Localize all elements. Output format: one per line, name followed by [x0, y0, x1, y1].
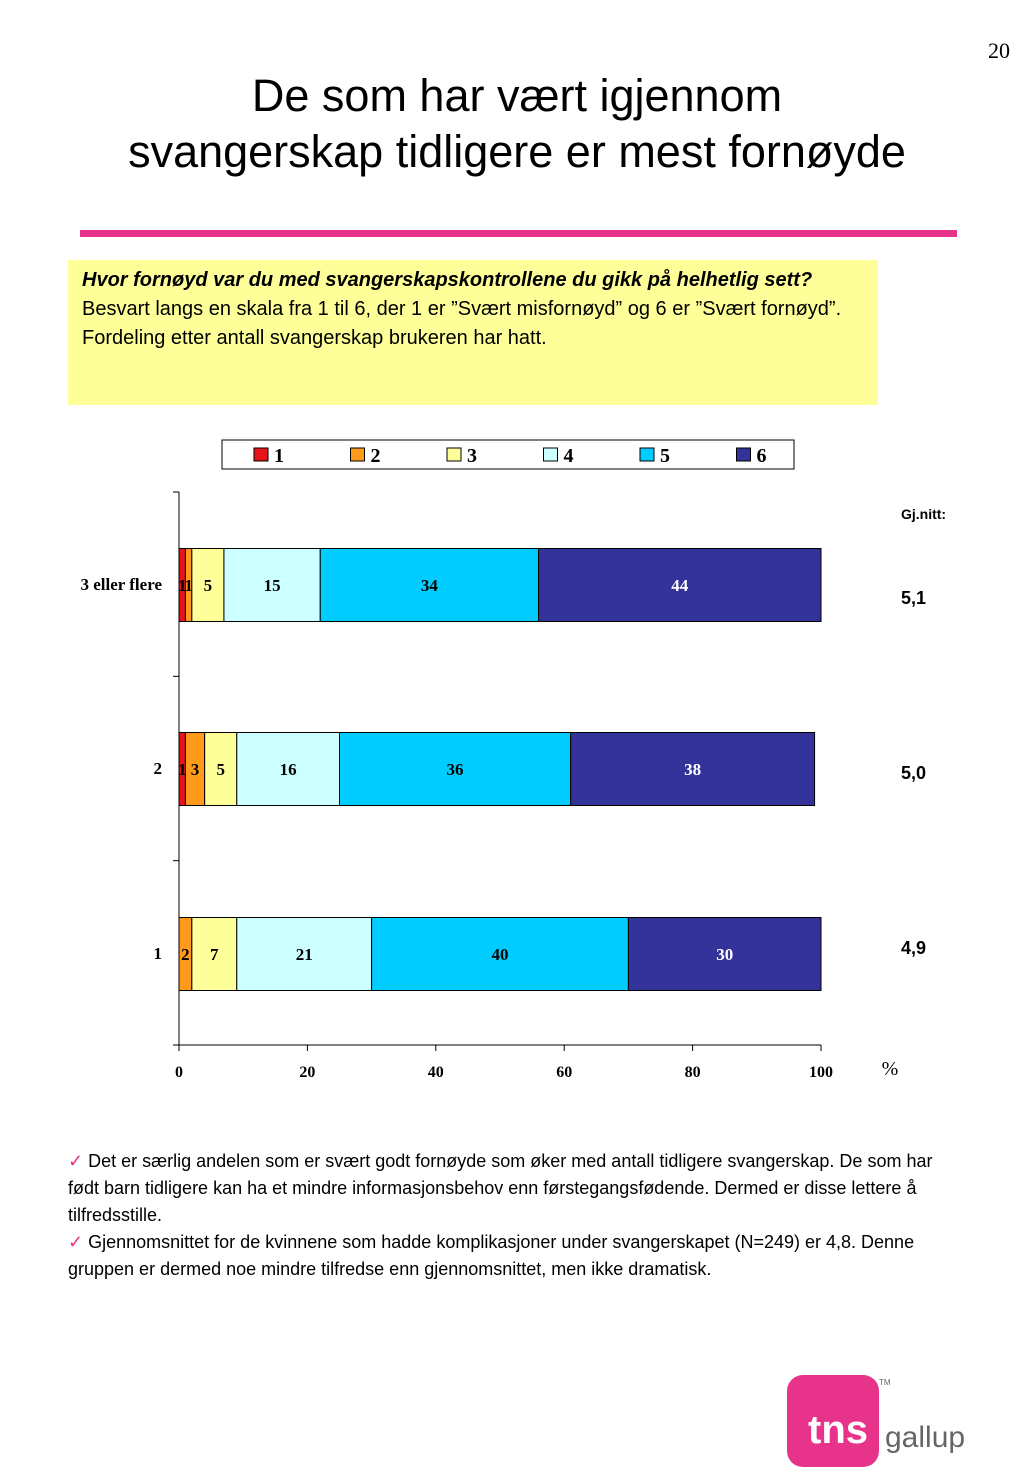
data-label: 38 — [684, 760, 701, 779]
bar-segment — [191, 548, 225, 622]
legend-swatch — [639, 447, 655, 462]
data-label: 3 — [191, 760, 200, 779]
data-label: 40 — [492, 945, 509, 964]
x-axis-label: % — [882, 1058, 899, 1080]
bar-segment — [204, 732, 238, 806]
average-value: 5,0 — [901, 763, 927, 783]
legend-swatch — [350, 447, 365, 462]
data-label: 44 — [671, 576, 689, 595]
category-label: 2 — [154, 759, 163, 778]
data-label: 5 — [204, 576, 213, 595]
x-tick-label: 20 — [299, 1064, 315, 1081]
logo-word: gallup — [885, 1421, 965, 1454]
check-icon: ✓ — [68, 1232, 84, 1252]
bar-segment — [627, 917, 822, 991]
data-label: 34 — [421, 576, 439, 595]
data-label: 15 — [264, 576, 281, 595]
data-label: 16 — [280, 760, 297, 779]
data-label: 7 — [210, 945, 219, 964]
legend-label: 5 — [660, 445, 670, 467]
x-tick-label: 0 — [175, 1064, 183, 1081]
category-label: 1 — [154, 944, 163, 963]
data-label: 1 — [184, 576, 193, 595]
data-label: 21 — [296, 945, 313, 964]
note-item: ✓ Det er særlig andelen som er svært god… — [68, 1148, 968, 1229]
legend-label: 2 — [371, 445, 381, 467]
legend-box — [221, 439, 795, 470]
data-label: 30 — [716, 945, 733, 964]
question-text: Hvor fornøyd var du med svangerskapskont… — [82, 269, 813, 291]
legend-label: 6 — [757, 445, 767, 467]
bar-segment — [371, 917, 629, 991]
legend-swatch — [543, 447, 558, 462]
bar-segment — [236, 917, 373, 991]
logo-square — [787, 1375, 879, 1467]
legend-swatch — [446, 447, 462, 462]
title-line-1: De som har vært igjennom — [251, 70, 783, 121]
x-tick-label: 80 — [685, 1064, 701, 1081]
title-divider — [80, 230, 957, 237]
question-box: Hvor fornøyd var du med svangerskapskont… — [68, 260, 878, 405]
bar-segment — [538, 548, 822, 622]
question-scale-text: Besvart langs en skala fra 1 til 6, der … — [82, 298, 842, 320]
check-icon: ✓ — [68, 1151, 84, 1171]
note-text: Gjennomsnittet for de kvinnene som hadde… — [68, 1232, 915, 1279]
bar-segment — [223, 548, 321, 622]
data-label: 2 — [181, 945, 190, 964]
legend-swatch — [736, 447, 751, 462]
page-title: De som har vært igjennom svangerskap tid… — [0, 68, 1024, 180]
bar-segment — [191, 917, 238, 991]
question-breakdown-text: Fordeling etter antall svangerskap bruke… — [82, 327, 547, 349]
data-label: 5 — [216, 760, 225, 779]
logo-tm: TM — [879, 1378, 891, 1387]
data-label: 1 — [178, 576, 187, 595]
note-item: ✓ Gjennomsnittet for de kvinnene som had… — [68, 1229, 968, 1283]
average-value: 5,1 — [901, 588, 927, 608]
legend-label: 3 — [467, 445, 477, 467]
legend-label: 1 — [274, 445, 284, 467]
tns-gallup-logo: tns gallup TM — [787, 1375, 965, 1467]
data-label: 1 — [178, 760, 187, 779]
legend-label: 4 — [564, 445, 574, 467]
logo-mark: tns — [808, 1408, 868, 1452]
average-value: 4,9 — [901, 938, 927, 958]
title-line-2: svangerskap tidligere er mest fornøyde — [128, 126, 906, 177]
page-number: 20 — [988, 38, 1010, 63]
notes: ✓ Det er særlig andelen som er svært god… — [68, 1148, 968, 1283]
x-tick-label: 40 — [428, 1064, 444, 1081]
data-label: 36 — [447, 760, 464, 779]
x-tick-label: 60 — [556, 1064, 572, 1081]
bar-segment — [319, 548, 540, 622]
bar-segment — [236, 732, 340, 806]
category-label: 3 eller flere — [81, 575, 163, 594]
bar-segment — [570, 732, 816, 806]
average-header: Gj.nitt: — [901, 506, 947, 522]
x-tick-label: 100 — [809, 1064, 833, 1081]
legend-swatch — [253, 447, 269, 462]
note-text: Det er særlig andelen som er svært godt … — [68, 1151, 933, 1225]
